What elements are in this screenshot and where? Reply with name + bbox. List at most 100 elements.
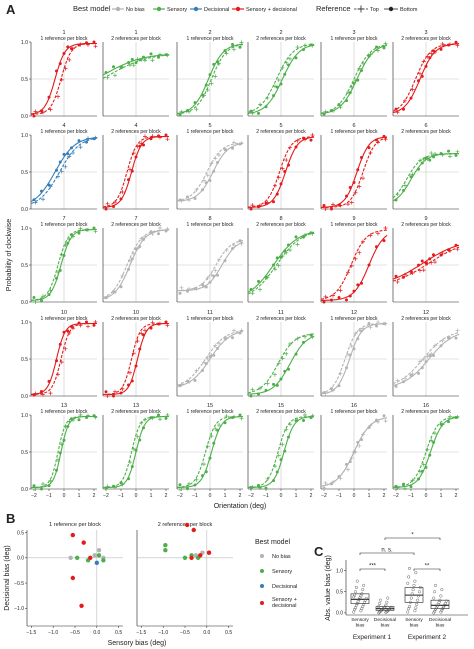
point-top: [78, 323, 83, 328]
point-top: [194, 477, 199, 482]
box-point: [362, 583, 366, 587]
point-top: [429, 151, 434, 156]
point-top: [33, 300, 38, 304]
point-bottom: [134, 448, 138, 452]
point-bottom: [142, 143, 145, 147]
point-bottom: [238, 413, 242, 417]
point-top: [33, 391, 38, 396]
point-top: [418, 268, 422, 273]
point-bottom: [55, 468, 58, 472]
point-top: [135, 434, 140, 439]
point-bottom: [257, 111, 260, 115]
point-bottom: [409, 96, 413, 100]
point-bottom: [287, 163, 290, 167]
point-bottom: [249, 207, 253, 211]
legend-label: Decisional: [272, 584, 297, 590]
point-top: [448, 414, 452, 419]
box-point: [441, 607, 445, 611]
point-bottom: [375, 324, 378, 328]
point-bottom: [257, 279, 260, 283]
point-top: [368, 423, 373, 428]
curve-top: [320, 322, 388, 394]
point-bottom: [402, 275, 405, 279]
point-bottom: [409, 175, 413, 179]
point-top: [284, 60, 289, 65]
point-top: [194, 107, 199, 112]
box-label: bias: [381, 623, 390, 629]
x-tick-label: −1: [408, 493, 414, 499]
point-bottom: [249, 394, 253, 398]
point-top: [421, 462, 426, 467]
point-bottom: [127, 267, 130, 271]
point-bottom: [279, 255, 283, 259]
point-bottom: [417, 263, 420, 267]
point-top: [280, 166, 285, 171]
facet-id: 6: [424, 123, 427, 129]
box-point: [353, 606, 358, 610]
point-top: [440, 251, 445, 256]
x-tick-label: 1: [368, 493, 371, 499]
y-tick-label: 0.0: [17, 556, 24, 562]
point-top: [93, 44, 98, 49]
scatter-point: [92, 553, 97, 558]
box-point: [444, 599, 448, 603]
point-top: [410, 478, 415, 483]
point-top: [258, 203, 262, 208]
x-tick-label: 1: [440, 493, 443, 499]
point-top: [78, 413, 83, 417]
scatter-point: [182, 555, 188, 560]
box-point: [378, 609, 383, 613]
point-top: [131, 151, 136, 156]
box-point: [355, 579, 359, 583]
point-bottom: [345, 99, 348, 103]
point-top: [59, 77, 64, 82]
point-bottom: [279, 182, 283, 186]
point-top: [239, 416, 244, 421]
point-top: [71, 150, 75, 155]
point-top: [202, 462, 206, 467]
point-top: [303, 233, 307, 238]
point-top: [331, 480, 335, 485]
point-top: [331, 388, 335, 393]
point-bottom: [432, 440, 435, 444]
point-top: [368, 325, 373, 330]
point-top: [421, 59, 426, 64]
point-bottom: [375, 418, 378, 422]
point-top: [429, 351, 434, 356]
point-bottom: [157, 232, 160, 236]
point-top: [295, 138, 300, 143]
bracket: [359, 568, 386, 571]
point-bottom: [454, 336, 458, 340]
point-top: [158, 226, 162, 230]
point-top: [67, 57, 72, 62]
point-top: [59, 360, 64, 365]
point-top: [120, 482, 125, 487]
y-tick-label: −1.0: [14, 606, 24, 612]
facet-id: 1: [134, 30, 137, 36]
point-top: [295, 418, 300, 423]
facet-condition: 2 references per block: [401, 409, 451, 415]
point-bottom: [127, 61, 130, 65]
point-top: [139, 57, 144, 62]
point-top: [383, 321, 388, 326]
box-point: [439, 610, 443, 614]
point-bottom: [345, 366, 348, 370]
point-top: [224, 248, 229, 253]
point-top: [86, 413, 90, 418]
point-top: [295, 45, 300, 50]
box-point: [409, 596, 413, 600]
facet-id: 6: [352, 123, 355, 129]
point-bottom: [428, 353, 432, 357]
point-bottom: [283, 72, 287, 76]
point-top: [303, 413, 307, 417]
point-top: [331, 108, 335, 113]
point-bottom: [309, 416, 313, 420]
point-bottom: [352, 82, 356, 86]
point-bottom: [164, 53, 168, 57]
point-bottom: [439, 47, 443, 51]
legend-title: Best model: [73, 4, 111, 13]
point-top: [165, 323, 170, 328]
scatter-point: [68, 555, 73, 560]
point-top: [258, 102, 262, 107]
box-point: [406, 581, 410, 585]
